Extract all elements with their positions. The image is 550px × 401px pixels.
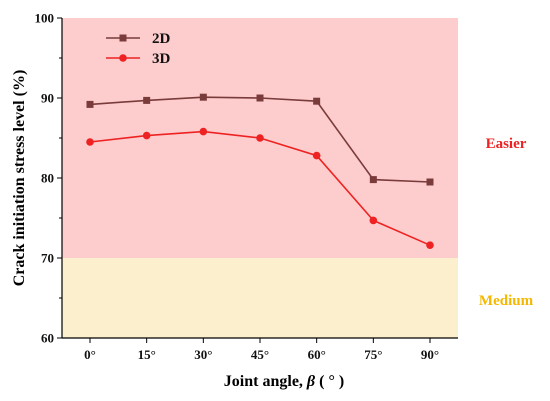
data-point-2d — [143, 96, 151, 104]
data-point-3d — [426, 241, 434, 249]
data-point-2d — [313, 97, 321, 105]
x-tick-label: 45° — [251, 347, 269, 362]
x-axis-title-suffix: ( ° ) — [315, 373, 344, 390]
x-tick-label: 90° — [421, 347, 439, 362]
legend-label-3d: 3D — [152, 51, 171, 67]
x-axis: 0° 15° 30° 45° 60° 75° 90° — [84, 338, 439, 362]
y-tick-label: 90 — [41, 91, 54, 106]
region-medium — [62, 258, 458, 338]
x-axis-title: Joint angle, β ( ° ) — [224, 373, 344, 390]
data-point-3d — [369, 216, 378, 225]
legend-marker-3d — [119, 54, 127, 62]
y-tick-label: 60 — [41, 331, 54, 346]
data-point-2d — [426, 178, 434, 186]
x-axis-title-symbol: β — [306, 373, 316, 390]
data-point-2d — [256, 94, 264, 102]
region-label-medium: Medium — [479, 293, 534, 309]
data-point-3d — [199, 127, 208, 136]
y-axis-title: Crack initiation stress level (%) — [11, 70, 28, 287]
x-tick-label: 15° — [138, 347, 156, 362]
data-point-2d — [86, 100, 94, 108]
region-layer — [62, 18, 458, 338]
data-point-3d — [256, 134, 264, 142]
x-axis-title-prefix: Joint angle, — [224, 373, 307, 390]
y-axis: 60 70 80 90 100 — [35, 11, 62, 346]
series-layer — [86, 93, 434, 249]
data-point-3d — [86, 138, 94, 146]
y-tick-label: 70 — [41, 251, 54, 266]
data-point-3d — [312, 151, 321, 160]
region-labels: Easier Medium — [479, 136, 534, 309]
series-2d — [86, 93, 434, 186]
x-tick-label: 75° — [364, 347, 382, 362]
data-point-2d — [369, 176, 377, 184]
x-tick-label: 60° — [308, 347, 326, 362]
legend-label-2d: 2D — [152, 31, 171, 47]
data-point-3d — [142, 131, 151, 140]
data-point-2d — [199, 93, 207, 101]
x-tick-label: 30° — [194, 347, 212, 362]
region-label-easier: Easier — [486, 136, 527, 152]
y-tick-label: 80 — [41, 171, 54, 186]
legend-marker-2d — [119, 34, 127, 42]
series-3d — [86, 127, 434, 249]
x-tick-label: 0° — [84, 347, 96, 362]
y-tick-label: 100 — [35, 11, 55, 26]
